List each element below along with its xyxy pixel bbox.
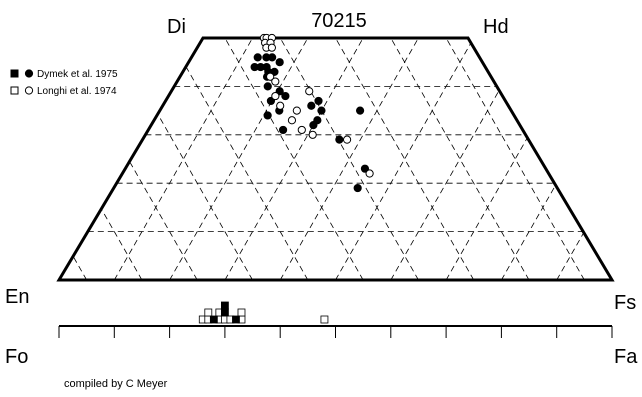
axis-label-fo: Fo [5,346,28,368]
data-point-longhi [308,130,317,139]
grid-line-diagonal [335,38,475,280]
grid-line-diagonal [611,38,612,280]
chart-title: 70215 [311,10,367,32]
data-point-longhi [267,43,277,52]
data-point-dymek [353,183,362,193]
corner-label-hd: Hd [483,16,509,38]
grid-line-diagonal [390,38,530,280]
grid-line-diagonal [224,38,364,280]
data-point-longhi [271,91,280,101]
grid-line-diagonal [224,38,364,280]
corner-label-fs: Fs [614,292,636,314]
grid-line-diagonal [556,38,612,280]
olivine-bar-longhi [204,308,213,317]
grid-line-diagonal [556,38,612,280]
data-point-dymek [263,82,272,91]
olivine-bar-dymek [232,315,240,324]
data-point-dymek [360,164,370,173]
grid-line-diagonal [445,38,585,280]
data-point-longhi [266,72,275,81]
data-point-dymek [263,111,272,120]
data-point-longhi [292,106,301,115]
credit-caption: compiled by C Meyer [64,378,168,390]
grid-line-diagonal [279,38,419,280]
data-point-longhi [276,101,285,110]
legend-circle-dymek [24,69,34,78]
olivine-bar-longhi [320,315,329,324]
legend-square-dymek [10,69,19,78]
axis-label-fa: Fa [614,346,638,368]
data-point-dymek [309,121,318,130]
data-point-dymek [307,101,316,110]
data-point-dymek [281,91,290,101]
data-point-dymek [278,125,288,135]
data-point-longhi [342,135,352,144]
olivine-bar-dymek [209,315,218,324]
data-point-dymek [355,106,365,115]
grid-line-diagonal [501,38,612,280]
olivine-histogram [58,301,613,338]
legend-label-longhi: Longhi et al. 1974 [37,86,117,97]
data-point-longhi [287,116,297,125]
data-point-dymek [335,135,344,144]
grid-line-diagonal [169,38,309,280]
quadrilateral-outline [56,36,615,282]
olivine-bar-dymek [220,308,229,317]
legend [10,69,34,95]
data-point-longhi [271,77,280,86]
grid-line-diagonal [335,38,475,280]
data-point-dymek [275,58,284,67]
grid-line-diagonal [113,38,253,280]
olivine-bar-longhi [237,308,246,317]
quadrilateral-border [56,36,615,282]
grid-line-diagonal [611,38,612,280]
data-point-dymek [268,53,277,62]
legend-circle-longhi [24,86,34,95]
data-point-dymek [317,106,326,115]
data-point-longhi [305,87,314,96]
legend-label-dymek: Dymek et al. 1975 [37,69,118,80]
data-point-dymek [253,53,262,62]
grid-line-diagonal [169,38,309,280]
grid-line-diagonal [279,38,419,280]
corner-label-di: Di [167,16,186,38]
data-point-longhi [297,125,306,135]
pyroxene-data-points [250,33,374,193]
data-point-dymek [314,96,323,106]
legend-square-longhi [10,86,19,95]
corner-label-en: En [5,286,29,308]
olivine-bar-dymek [220,301,229,310]
data-point-longhi [365,169,374,178]
